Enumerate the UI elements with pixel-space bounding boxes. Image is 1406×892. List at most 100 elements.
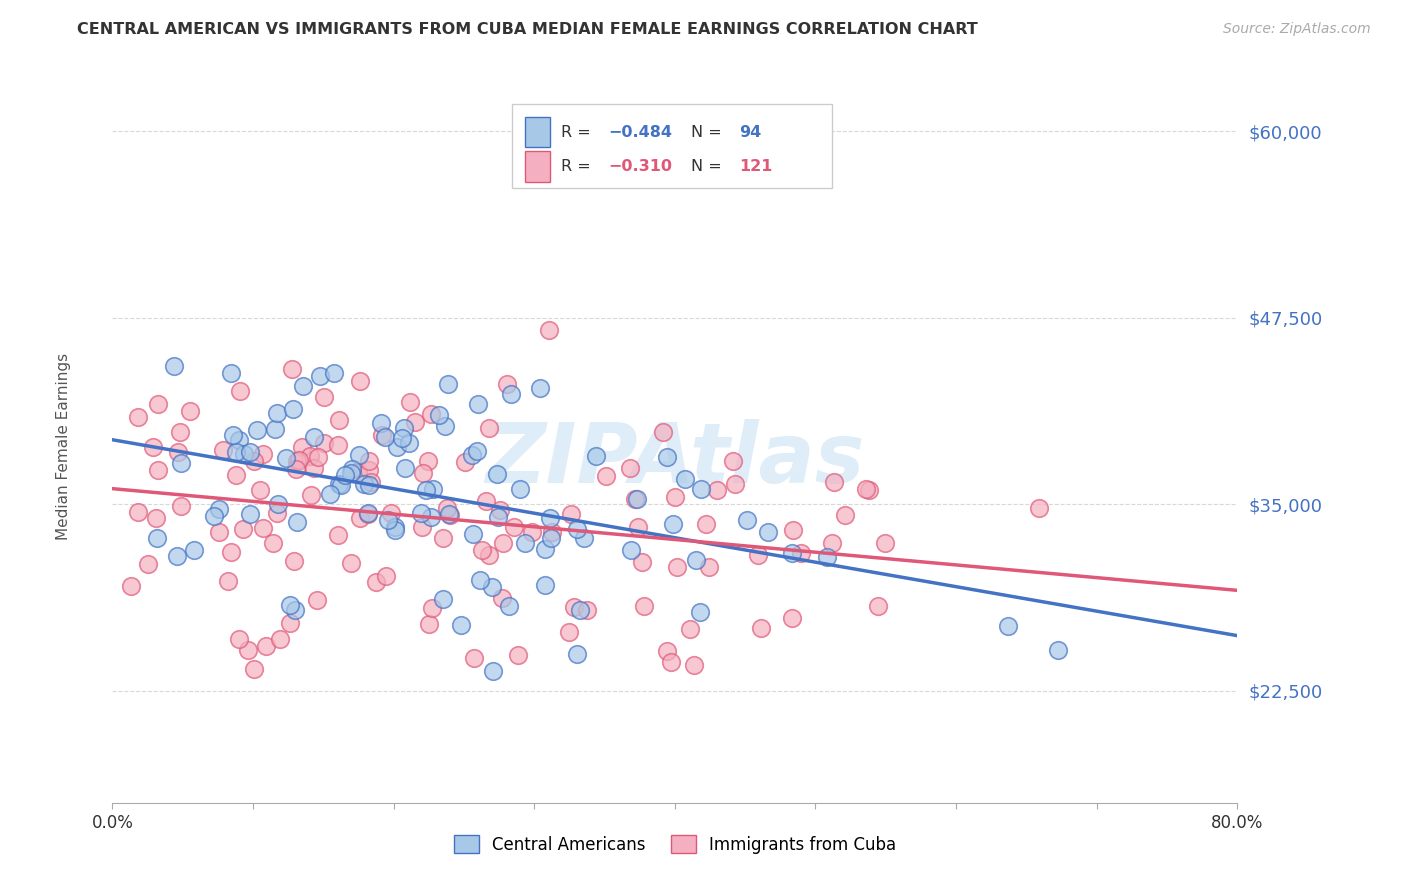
Point <box>239 507 262 521</box>
Point <box>1028 501 1050 516</box>
Point <box>534 541 557 556</box>
Legend: Central Americans, Immigrants from Cuba: Central Americans, Immigrants from Cuba <box>447 829 903 860</box>
Point <box>218 574 240 588</box>
Point <box>283 554 305 568</box>
Point <box>264 422 287 436</box>
Point <box>434 419 457 434</box>
Point <box>560 507 582 521</box>
Point <box>360 475 382 490</box>
Point <box>166 549 188 564</box>
Point <box>252 446 274 460</box>
Text: −0.310: −0.310 <box>609 159 672 174</box>
Point <box>384 523 406 537</box>
Point <box>574 531 596 545</box>
Point <box>357 507 380 521</box>
Point <box>284 602 307 616</box>
Point <box>342 462 364 476</box>
Point <box>595 468 617 483</box>
Point <box>307 593 329 607</box>
Point <box>432 591 454 606</box>
Point <box>371 428 394 442</box>
Point <box>398 395 420 409</box>
Point <box>398 435 420 450</box>
Point <box>246 423 269 437</box>
Point <box>858 483 880 498</box>
Point <box>394 460 416 475</box>
Bar <box>526 151 550 182</box>
Point <box>233 446 256 460</box>
Point <box>347 448 370 462</box>
Point <box>673 472 696 486</box>
Point <box>285 461 308 475</box>
Point <box>522 524 544 539</box>
Point <box>263 536 285 550</box>
Point <box>427 408 450 422</box>
Point <box>346 465 368 479</box>
Point <box>328 476 350 491</box>
Point <box>330 478 353 492</box>
Point <box>409 507 432 521</box>
Point <box>283 402 305 417</box>
Point <box>815 549 838 564</box>
Point <box>146 396 169 410</box>
Point <box>274 450 297 465</box>
Point <box>724 477 747 491</box>
Point <box>415 483 437 498</box>
Point <box>502 520 524 534</box>
Point <box>565 522 588 536</box>
Point <box>626 492 648 507</box>
Point <box>873 536 896 550</box>
Text: N =: N = <box>690 125 727 139</box>
Point <box>723 454 745 468</box>
Point <box>420 600 443 615</box>
Point <box>225 468 247 483</box>
Point <box>439 508 461 523</box>
Point <box>627 520 650 534</box>
Point <box>420 510 443 524</box>
Point <box>236 642 259 657</box>
Point <box>420 407 443 421</box>
Point <box>664 490 686 504</box>
Point <box>823 475 845 489</box>
Point <box>208 501 231 516</box>
Point <box>690 482 713 496</box>
Point <box>312 435 335 450</box>
Point <box>481 580 503 594</box>
Point <box>391 431 413 445</box>
Point <box>463 527 485 541</box>
Point <box>780 546 803 560</box>
Point <box>291 440 314 454</box>
Point <box>266 507 288 521</box>
Point <box>142 441 165 455</box>
Point <box>353 476 375 491</box>
Point <box>478 548 501 562</box>
Point <box>377 513 399 527</box>
Point <box>285 454 308 468</box>
Point <box>239 445 262 459</box>
Point <box>228 632 250 647</box>
Point <box>299 488 322 502</box>
Point <box>697 559 720 574</box>
Point <box>436 377 458 392</box>
Point <box>756 525 779 540</box>
Point <box>385 440 408 454</box>
Point <box>328 412 350 426</box>
Point <box>564 600 586 615</box>
Point <box>568 603 591 617</box>
Point <box>357 477 380 491</box>
Point <box>364 575 387 590</box>
Point <box>463 651 485 665</box>
Point <box>243 453 266 467</box>
Point <box>249 483 271 497</box>
Point <box>422 483 444 497</box>
Point <box>163 359 186 373</box>
Point <box>280 599 302 613</box>
Point <box>269 632 291 646</box>
Point <box>254 640 277 654</box>
Point <box>319 487 342 501</box>
Point <box>299 449 322 463</box>
Point <box>491 591 513 605</box>
Point <box>221 545 243 559</box>
Point <box>685 553 707 567</box>
Point <box>288 453 311 467</box>
